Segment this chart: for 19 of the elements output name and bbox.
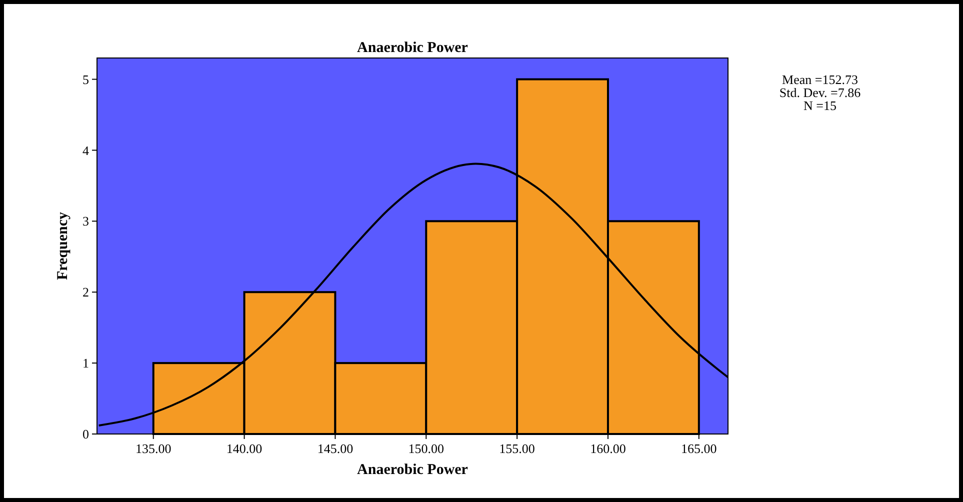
y-tick-label: 4 [82, 142, 90, 158]
x-tick-label: 160.00 [590, 441, 626, 456]
x-tick-label: 140.00 [226, 441, 262, 456]
x-axis-title: Anaerobic Power [357, 462, 468, 478]
x-tick-label: 135.00 [135, 441, 172, 456]
text: N =15 [804, 98, 836, 113]
y-tick-label: 1 [82, 356, 89, 371]
x-tick-label: 165.00 [681, 441, 717, 456]
y-tick-label: 5 [82, 72, 89, 87]
chart-title: Anaerobic Power [357, 40, 468, 56]
y-tick-label: 3 [82, 214, 89, 229]
text: Std. Dev. =7.86 [779, 85, 862, 100]
x-tick-label: 155.00 [499, 441, 535, 456]
y-tick-label: 0 [82, 426, 89, 442]
text: Mean =152.73 [782, 72, 858, 87]
y-axis-title: Frequency [55, 211, 71, 280]
x-tick-label: 150.00 [408, 441, 444, 456]
y-tick-label: 2 [82, 284, 89, 300]
x-tick-label: 145.00 [317, 441, 354, 456]
